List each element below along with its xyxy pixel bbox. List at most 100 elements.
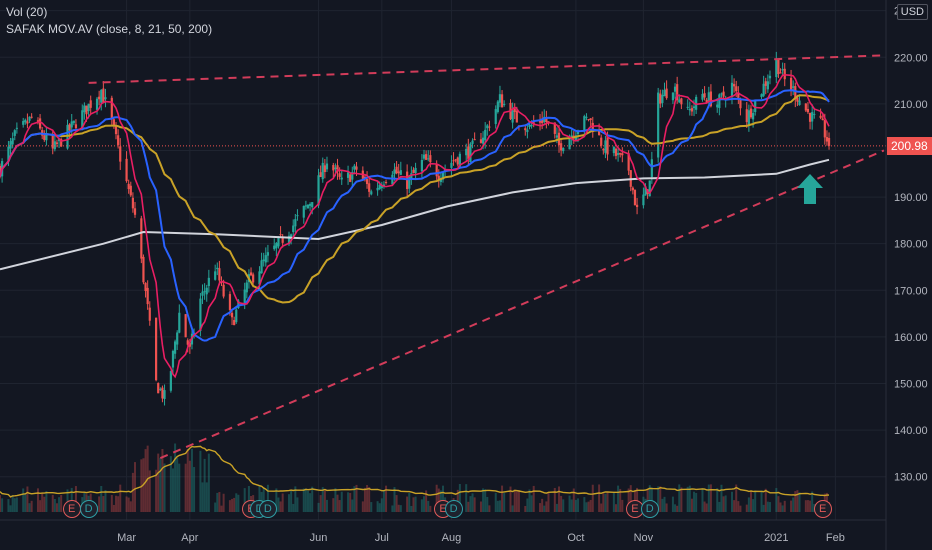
candle-body: [648, 180, 651, 197]
volume-bars: [0, 443, 831, 512]
volume-bar: [53, 498, 56, 512]
candle-body: [218, 268, 221, 281]
candle-body: [216, 267, 219, 270]
candle-body: [304, 205, 307, 207]
candle-body: [479, 139, 483, 143]
volume-bar: [690, 498, 693, 512]
volume-bar: [425, 490, 428, 512]
candle-body: [747, 110, 750, 126]
volume-bar: [155, 469, 158, 512]
volume-bar: [427, 500, 430, 512]
volume-bar: [811, 491, 814, 512]
volume-bar: [0, 495, 1, 512]
candle-body: [45, 134, 48, 141]
volume-bar: [589, 499, 592, 512]
volume-bar: [15, 497, 18, 512]
candle-body: [798, 100, 801, 106]
volume-bar: [484, 489, 487, 512]
candle-body: [673, 86, 677, 92]
candle-body: [249, 272, 253, 276]
volume-bar: [657, 486, 660, 512]
candle-body: [496, 101, 499, 113]
volume-bar: [541, 498, 544, 512]
moving-average-legend[interactable]: SAFAK MOV.AV (close, 8, 21, 50, 200): [6, 22, 213, 36]
currency-label[interactable]: USD: [896, 4, 928, 20]
candle-body: [513, 108, 516, 113]
volume-bar: [471, 493, 474, 512]
volume-bar: [612, 492, 615, 512]
dividend-marker[interactable]: D: [79, 500, 98, 518]
volume-bar: [722, 496, 725, 512]
volume-bar: [325, 499, 328, 512]
volume-bar: [41, 493, 44, 512]
candle-body: [619, 152, 622, 155]
candle-body: [104, 97, 107, 100]
volume-bar: [395, 495, 398, 512]
y-tick-label: 190.00: [894, 192, 928, 204]
volume-bar: [796, 490, 799, 512]
earnings-marker[interactable]: E: [62, 500, 81, 518]
candle-body: [720, 93, 723, 95]
candle-body: [258, 271, 261, 285]
ma21-line: [0, 89, 830, 342]
candle-body: [452, 160, 455, 162]
candle-body: [68, 124, 71, 131]
candle-body: [264, 255, 267, 263]
volume-bar: [614, 504, 617, 512]
candle-body: [178, 312, 181, 333]
candle-body: [203, 291, 206, 293]
volume-bar: [363, 487, 366, 512]
volume-bar: [777, 496, 780, 512]
candle-body: [148, 307, 151, 321]
volume-bar: [458, 484, 461, 512]
volume-bar: [663, 496, 666, 512]
candle-body: [233, 320, 236, 326]
earnings-marker[interactable]: E: [813, 500, 832, 518]
dividend-marker[interactable]: D: [258, 500, 277, 518]
volume-bar: [157, 453, 160, 512]
candle-body: [671, 92, 675, 101]
volume-bar: [351, 499, 354, 512]
y-tick-label: 170.00: [894, 285, 928, 297]
dividend-marker[interactable]: D: [444, 500, 463, 518]
volume-legend[interactable]: Vol (20): [6, 5, 48, 19]
candle-body: [526, 129, 529, 133]
candle-body: [420, 159, 424, 172]
volume-bar: [112, 504, 115, 512]
candle-body: [376, 187, 379, 191]
volume-bar: [602, 492, 605, 512]
candle-body: [163, 390, 166, 399]
candle-body: [114, 125, 118, 135]
volume-bar: [243, 488, 246, 512]
candle-body: [789, 77, 793, 91]
volume-bar: [775, 488, 778, 512]
volume-bar: [24, 494, 27, 512]
volume-bar: [754, 490, 757, 512]
candle-body: [380, 185, 383, 189]
candle-body: [260, 260, 263, 274]
candle-body: [484, 129, 487, 141]
candle-body: [602, 149, 605, 151]
candle-body: [395, 166, 398, 174]
volume-bar: [731, 491, 734, 512]
volume-bar: [11, 495, 14, 512]
volume-bar: [190, 448, 193, 512]
volume-bar: [768, 502, 771, 512]
candle-body: [406, 171, 409, 190]
candle-body: [11, 138, 14, 145]
candle-body: [325, 163, 329, 170]
candle-body: [783, 68, 786, 80]
volume-bar: [176, 457, 179, 512]
time-axis[interactable]: Mar Apr Jun Jul Aug Oct Nov 2021 Feb: [0, 519, 886, 544]
volume-bar: [294, 486, 297, 512]
candle-body: [498, 94, 502, 103]
candle-body: [574, 135, 577, 142]
candle-body: [796, 97, 799, 102]
volume-bar: [233, 497, 236, 512]
volume-bar: [98, 496, 101, 512]
candle-body: [36, 120, 40, 122]
candle-body: [808, 113, 812, 122]
dividend-marker[interactable]: D: [640, 500, 659, 518]
candle-body: [545, 117, 548, 123]
